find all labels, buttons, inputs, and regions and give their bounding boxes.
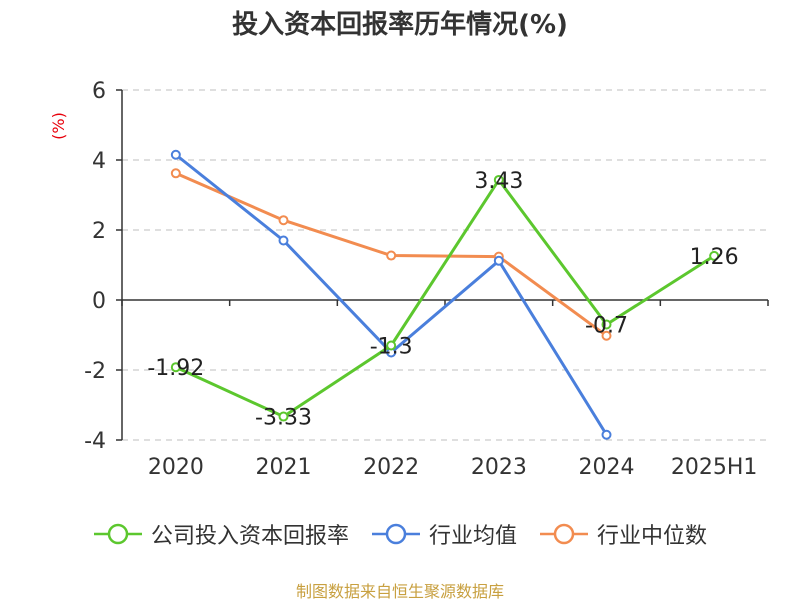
y-tick-label: 2 [92,219,106,244]
data-point [601,330,612,341]
source-note: 制图数据来自恒生聚源数据库 [295,582,504,601]
data-point [386,250,397,261]
legend-marker-icon [93,523,142,545]
legend-marker-icon [371,523,420,545]
data-label: -1.3 [370,335,413,360]
x-tick-label: 2021 [256,455,312,480]
legend-marker-icon [540,523,588,545]
legend-label: 行业均值 [428,524,517,549]
chart-title: 投入资本回报率历年情况(%) [232,10,568,40]
data-point [278,411,289,422]
y-tick-label: 4 [92,149,106,174]
legend: 公司投入资本回报率 行业均值 行业中位数 [0,518,800,550]
y-tick-label: 0 [92,289,106,314]
x-tick-label: 2024 [579,455,635,480]
y-axis-label: (%) [49,112,68,140]
data-label: -0.7 [585,314,628,339]
x-tick-label: 2020 [148,455,204,480]
data-point [386,340,397,351]
data-label: -1.92 [147,356,204,381]
data-label: -3.33 [255,406,312,431]
data-point [493,174,504,185]
data-point [709,250,720,261]
data-point [601,429,612,440]
data-point [170,149,181,160]
series-line [174,153,608,436]
y-tick-label: 6 [92,79,106,104]
x-tick-label: 2022 [363,455,419,480]
legend-label: 公司投入资本回报率 [150,524,349,549]
legend-label: 行业中位数 [597,524,708,549]
data-label: 3.43 [474,169,523,194]
data-point [278,215,289,226]
legend-item[interactable]: 行业均值 [371,518,517,550]
y-tick-label: -4 [84,429,106,454]
series-line [175,178,715,419]
legend-item[interactable]: 行业中位数 [539,518,707,550]
data-point [170,362,181,373]
y-tick-label: -2 [84,359,106,384]
legend-item[interactable]: 公司投入资本回报率 [93,518,349,550]
data-point [601,319,612,330]
x-tick-label: 2025H1 [671,455,758,480]
data-label: 1.26 [690,245,739,270]
data-point [493,255,504,266]
x-tick-label: 2023 [471,455,527,480]
data-point [278,235,289,246]
data-point [170,168,181,179]
